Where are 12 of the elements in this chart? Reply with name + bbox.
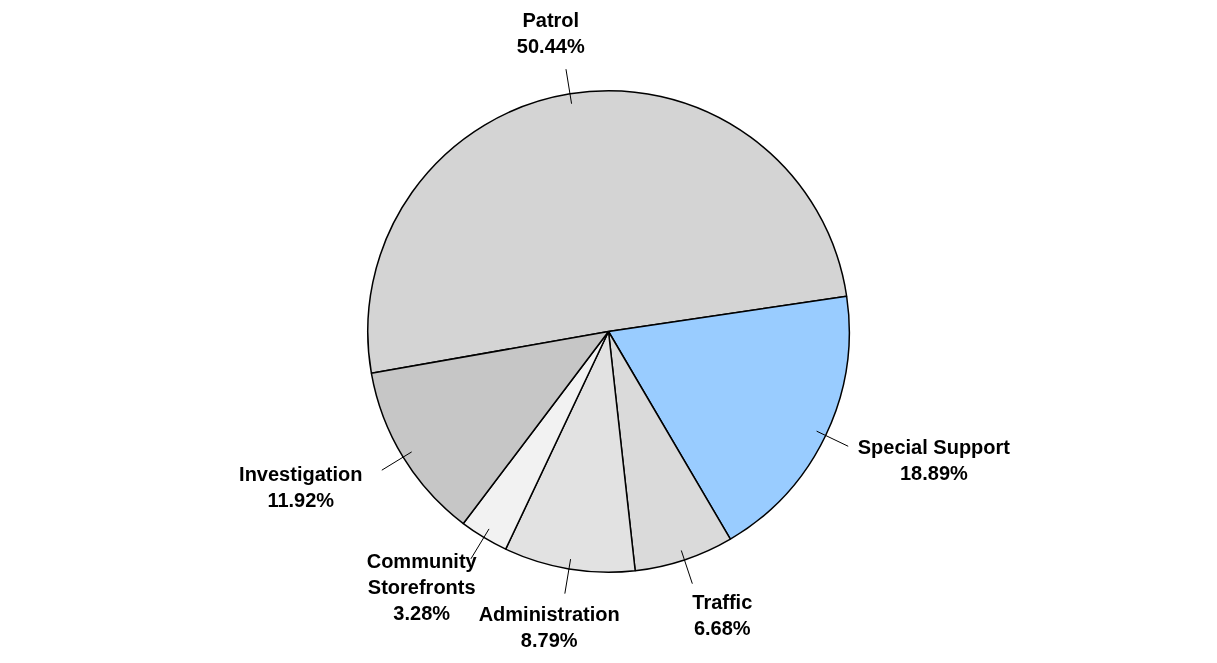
data-label: 11.92% bbox=[267, 488, 335, 511]
data-label: 8.79% bbox=[520, 628, 578, 651]
slice-label: Traffic bbox=[692, 591, 753, 614]
data-label: 6.68% bbox=[693, 617, 751, 640]
slice-label: Administration bbox=[478, 602, 620, 625]
slice-label: Community Storefronts bbox=[366, 550, 478, 599]
slice-label: Special Support bbox=[857, 435, 1011, 458]
data-label: 50.44% bbox=[516, 35, 585, 58]
data-label: 18.89% bbox=[899, 461, 968, 484]
slice-label: Investigation bbox=[239, 462, 363, 485]
slice-label: Patrol bbox=[522, 9, 580, 32]
data-label: 3.28% bbox=[393, 602, 451, 625]
